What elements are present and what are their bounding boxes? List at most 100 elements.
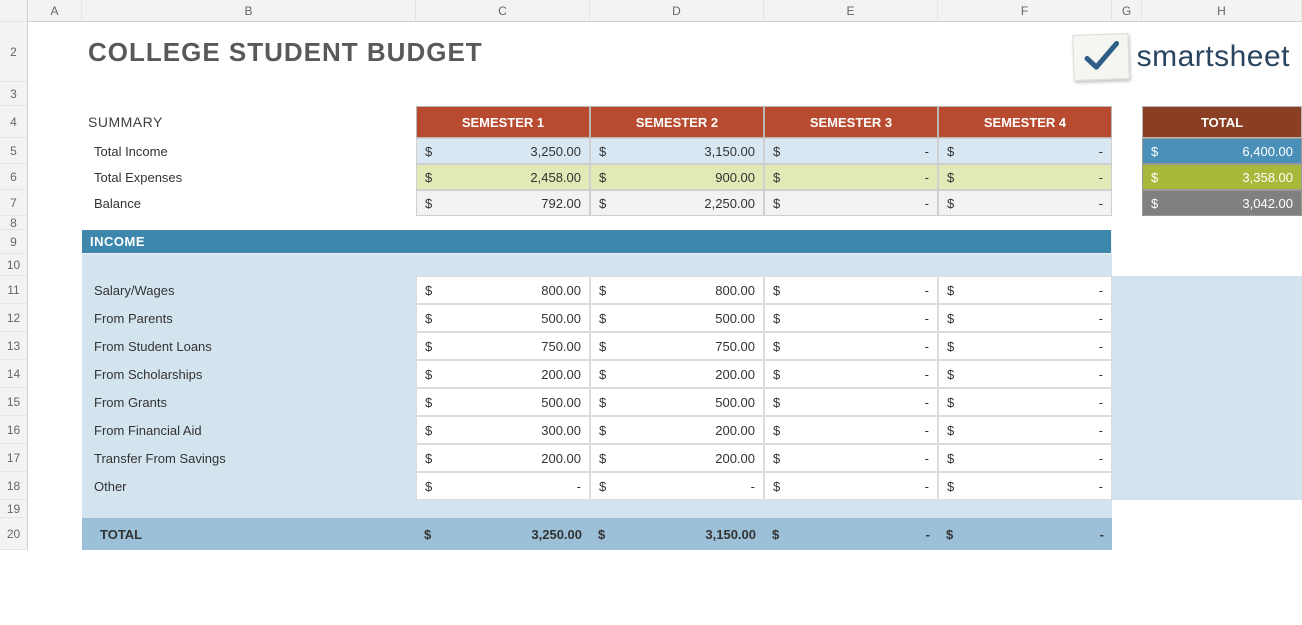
row-header-14[interactable]: 14: [0, 360, 28, 388]
cell[interactable]: [28, 500, 82, 518]
cell[interactable]: [28, 276, 82, 304]
cell[interactable]: [1112, 164, 1142, 190]
cell[interactable]: [1112, 276, 1142, 304]
select-all-corner[interactable]: [0, 0, 28, 22]
income-cell[interactable]: $-: [938, 388, 1112, 416]
income-cell[interactable]: $200.00: [416, 360, 590, 388]
income-cell[interactable]: $-: [764, 444, 938, 472]
income-cell[interactable]: $-: [416, 472, 590, 500]
summary-cell[interactable]: $-: [764, 138, 938, 164]
cell[interactable]: [28, 518, 82, 550]
cell[interactable]: [28, 106, 82, 138]
cell[interactable]: [28, 138, 82, 164]
column-header-B[interactable]: B: [82, 0, 416, 22]
row-header-10[interactable]: 10: [0, 254, 28, 276]
income-cell[interactable]: $750.00: [590, 332, 764, 360]
income-cell[interactable]: $500.00: [590, 304, 764, 332]
cell[interactable]: [1112, 304, 1142, 332]
summary-total-cell[interactable]: $3,358.00: [1142, 164, 1302, 190]
summary-cell[interactable]: $2,458.00: [416, 164, 590, 190]
income-cell[interactable]: $500.00: [416, 304, 590, 332]
income-cell[interactable]: $-: [764, 360, 938, 388]
cell[interactable]: [1112, 190, 1142, 216]
cell[interactable]: [28, 472, 82, 500]
income-cell[interactable]: $-: [938, 360, 1112, 388]
cell[interactable]: [28, 388, 82, 416]
cell[interactable]: [1142, 276, 1302, 304]
cell[interactable]: [1112, 444, 1142, 472]
cell[interactable]: [1142, 472, 1302, 500]
cell[interactable]: [28, 190, 82, 216]
summary-cell[interactable]: $3,150.00: [590, 138, 764, 164]
income-cell[interactable]: $500.00: [590, 388, 764, 416]
income-cell[interactable]: $-: [938, 276, 1112, 304]
income-cell[interactable]: $-: [938, 416, 1112, 444]
column-header-C[interactable]: C: [416, 0, 590, 22]
summary-total-cell[interactable]: $6,400.00: [1142, 138, 1302, 164]
row-header-12[interactable]: 12: [0, 304, 28, 332]
income-cell[interactable]: $500.00: [416, 388, 590, 416]
income-total-s4[interactable]: $-: [938, 518, 1112, 550]
cell[interactable]: [28, 444, 82, 472]
summary-total-cell[interactable]: $3,042.00: [1142, 190, 1302, 216]
income-cell[interactable]: $200.00: [590, 416, 764, 444]
row-header-18[interactable]: 18: [0, 472, 28, 500]
income-cell[interactable]: $-: [764, 304, 938, 332]
cell[interactable]: [28, 22, 82, 82]
row-header-7[interactable]: 7: [0, 190, 28, 216]
column-header-A[interactable]: A: [28, 0, 82, 22]
income-cell[interactable]: $-: [764, 388, 938, 416]
cell[interactable]: [1112, 416, 1142, 444]
column-header-D[interactable]: D: [590, 0, 764, 22]
cell[interactable]: [1142, 444, 1302, 472]
cell[interactable]: [28, 254, 82, 276]
income-cell[interactable]: $-: [764, 416, 938, 444]
cell[interactable]: [28, 304, 82, 332]
cell[interactable]: [1112, 360, 1142, 388]
cell[interactable]: [1142, 416, 1302, 444]
income-cell[interactable]: $-: [938, 472, 1112, 500]
cell[interactable]: [28, 332, 82, 360]
row-header-19[interactable]: 19: [0, 500, 28, 518]
row-header-11[interactable]: 11: [0, 276, 28, 304]
income-cell[interactable]: $-: [764, 276, 938, 304]
row-header-6[interactable]: 6: [0, 164, 28, 190]
row-header-3[interactable]: 3: [0, 82, 28, 106]
cell[interactable]: [1112, 106, 1142, 138]
income-total-s1[interactable]: $3,250.00: [416, 518, 590, 550]
income-cell[interactable]: $300.00: [416, 416, 590, 444]
income-cell[interactable]: $-: [590, 472, 764, 500]
column-header-E[interactable]: E: [764, 0, 938, 22]
cell[interactable]: [28, 230, 82, 254]
row-header-16[interactable]: 16: [0, 416, 28, 444]
income-total-s2[interactable]: $3,150.00: [590, 518, 764, 550]
row-header-15[interactable]: 15: [0, 388, 28, 416]
row-header-13[interactable]: 13: [0, 332, 28, 360]
cell[interactable]: [1142, 304, 1302, 332]
row-header-9[interactable]: 9: [0, 230, 28, 254]
summary-cell[interactable]: $-: [938, 138, 1112, 164]
cell[interactable]: [28, 164, 82, 190]
income-cell[interactable]: $-: [764, 332, 938, 360]
row-header-17[interactable]: 17: [0, 444, 28, 472]
income-cell[interactable]: $800.00: [416, 276, 590, 304]
income-cell[interactable]: $-: [764, 472, 938, 500]
summary-cell[interactable]: $-: [938, 164, 1112, 190]
summary-cell[interactable]: $900.00: [590, 164, 764, 190]
cell[interactable]: [1112, 138, 1142, 164]
income-cell[interactable]: $200.00: [590, 444, 764, 472]
cell[interactable]: [1142, 388, 1302, 416]
row-header-2[interactable]: 2: [0, 22, 28, 82]
cell[interactable]: [82, 82, 416, 106]
cell[interactable]: [1142, 332, 1302, 360]
row-header-4[interactable]: 4: [0, 106, 28, 138]
income-total-s3[interactable]: $-: [764, 518, 938, 550]
income-cell[interactable]: $-: [938, 332, 1112, 360]
summary-cell[interactable]: $3,250.00: [416, 138, 590, 164]
row-header-20[interactable]: 20: [0, 518, 28, 550]
income-cell[interactable]: $200.00: [416, 444, 590, 472]
column-header-G[interactable]: G: [1112, 0, 1142, 22]
cell[interactable]: [1112, 332, 1142, 360]
column-header-H[interactable]: H: [1142, 0, 1302, 22]
summary-cell[interactable]: $-: [938, 190, 1112, 216]
